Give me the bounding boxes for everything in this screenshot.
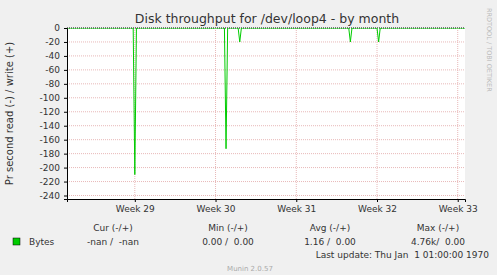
grid-line-y (67, 139, 465, 140)
x-tick-mark (377, 199, 378, 202)
x-axis-line (68, 200, 466, 203)
x-tick-mark (458, 199, 459, 202)
legend-label: Bytes (29, 237, 55, 247)
y-axis: 0 -20 -40 -60 -80 -100 -120 -140 -160 -180 -200 -22… (40, 23, 68, 201)
legend-cell: 0.00 / 0.00 (202, 237, 254, 247)
y-tick: -120 (40, 107, 67, 117)
y-tick-mark (64, 70, 67, 71)
x-axis: Week 29 Week 30 Week 31 Week 32 Week 33 (68, 199, 478, 214)
y-tick-label: -20 (45, 37, 60, 47)
y-tick-mark (64, 28, 67, 29)
series-line (67, 28, 465, 175)
y-tick-label: -40 (45, 51, 60, 61)
y-tick-mark (64, 98, 67, 99)
y-tick: -80 (45, 79, 67, 89)
x-tick-mark (135, 199, 136, 202)
y-axis-title: Pr second read (-) / write (+) (4, 42, 15, 185)
y-tick-mark (64, 196, 67, 197)
grid-line-y (67, 167, 465, 168)
y-tick: -20 (45, 37, 67, 47)
legend-column-header: Avg (-/+) (310, 223, 350, 233)
legend-swatch (13, 238, 20, 245)
y-tick-mark (64, 140, 67, 141)
y-tick-label: -140 (40, 121, 61, 131)
grid-line-x (296, 28, 297, 199)
y-tick-label: -60 (45, 65, 60, 75)
y-tick-label: 0 (54, 23, 60, 33)
y-axis-line (64, 29, 68, 200)
y-tick-mark (64, 112, 67, 113)
y-tick: 0 (54, 23, 67, 33)
watermark: RRDTOOL / TOBI OETIKER (485, 8, 493, 92)
y-tick-mark (64, 154, 67, 155)
legend-cell: 1.16 / 0.00 (304, 237, 356, 247)
grid (67, 28, 465, 199)
x-tick-mark (216, 199, 217, 202)
x-tick: Week 29 (116, 199, 155, 214)
grid-line-y (67, 55, 465, 56)
grid-line-y (67, 111, 465, 112)
y-tick: -180 (40, 149, 67, 159)
y-tick-label: -220 (40, 177, 61, 187)
grid-line-y (67, 125, 465, 126)
series-group (67, 28, 465, 175)
y-tick-mark (64, 168, 67, 169)
legend-column-header: Max (-/+) (417, 223, 459, 233)
grid-line-x (457, 28, 458, 199)
y-tick-label: -80 (45, 79, 60, 89)
x-tick-label: Week 31 (277, 204, 316, 214)
y-tick: -220 (40, 177, 67, 187)
y-tick: -200 (40, 163, 67, 173)
y-tick-mark (64, 42, 67, 43)
y-tick-label: -160 (40, 135, 61, 145)
y-tick: -60 (45, 65, 67, 75)
legend-cell: -nan / -nan (87, 237, 139, 247)
y-tick: -160 (40, 135, 67, 145)
y-tick-mark (64, 56, 67, 57)
legend-column-header: Min (-/+) (208, 223, 248, 233)
legend-cell: 4.76k/ 0.00 (411, 237, 465, 247)
grid-line-y (67, 83, 465, 84)
y-tick-label: -120 (40, 107, 61, 117)
y-tick-mark (64, 126, 67, 127)
grid-line-x (215, 28, 216, 199)
plot-area (67, 28, 465, 199)
x-tick-label: Week 30 (197, 204, 236, 214)
x-tick-mark (296, 199, 297, 202)
y-tick: -140 (40, 121, 67, 131)
y-tick-label: -240 (40, 191, 61, 201)
y-tick: -40 (45, 51, 67, 61)
x-tick-label: Week 32 (358, 204, 397, 214)
y-tick: -100 (40, 93, 67, 103)
x-tick-label: Week 29 (116, 204, 155, 214)
grid-line-y (67, 69, 465, 70)
y-tick: -240 (40, 191, 67, 201)
grid-line-y (67, 153, 465, 154)
y-tick-label: -200 (40, 163, 61, 173)
grid-line-x (377, 28, 378, 199)
grid-line-y (67, 41, 465, 42)
grid-line-y (67, 97, 465, 98)
grid-line-y (67, 181, 465, 182)
x-tick: Week 30 (197, 199, 236, 214)
x-tick-label: Week 33 (439, 204, 478, 214)
legend-column-header: Cur (-/+) (93, 223, 132, 233)
x-tick: Week 33 (439, 199, 478, 214)
grid-line-y (67, 195, 465, 196)
y-tick-mark (64, 182, 67, 183)
last-update: Last update: Thu Jan 1 01:00:00 1970 (316, 250, 490, 260)
x-tick: Week 31 (277, 199, 316, 214)
background (0, 0, 497, 275)
chart: 0 -20 -40 -60 -80 -100 -120 -140 -160 -180 -200 -22… (0, 0, 497, 275)
title: Disk throughput for /dev/loop4 - by mont… (135, 11, 399, 26)
y-tick-label: -100 (40, 93, 61, 103)
y-tick-label: -180 (40, 149, 61, 159)
y-tick-mark (64, 84, 67, 85)
footer: Munin 2.0.57 (227, 265, 273, 273)
x-tick: Week 32 (358, 199, 397, 214)
